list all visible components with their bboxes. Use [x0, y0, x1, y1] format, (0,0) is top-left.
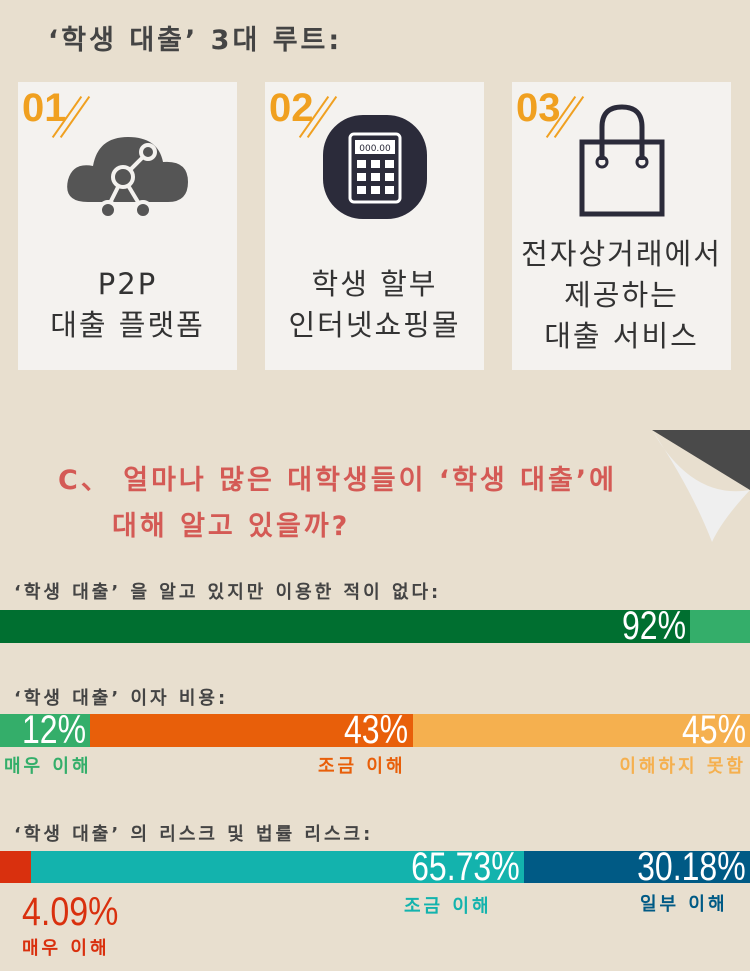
bar-segment: 43% [90, 708, 413, 752]
segment-caption: 조금 이해 [404, 896, 492, 917]
route-label-line: 학생 할부 [311, 267, 438, 301]
segment-caption: 조금 이해 [318, 756, 406, 777]
stat-bar-interest: 12% 43% 45% [0, 708, 750, 752]
calculator-icon: 000.00 [322, 115, 427, 219]
stat-bar-risk: 65.73% 30.18% [0, 845, 750, 889]
bar-segment [690, 610, 750, 643]
segment-value: 92% [621, 604, 686, 648]
stat-label: ‘학생 대출’ 을 알고 있지만 이용한 적이 없다: [14, 582, 442, 603]
stat-label: ‘학생 대출’ 이자 비용: [14, 688, 229, 709]
route-card-p2p: 01 P2P 대출 플랫폼 [18, 82, 237, 370]
bar-segment: 65.73% [30, 845, 524, 889]
route-card-installment: 02 000.00 학생 할부 인터넷쇼핑몰 [265, 82, 484, 370]
segment-value: 43% [344, 708, 409, 752]
segment-caption: 매우 이해 [4, 756, 92, 777]
route-card-ecommerce: 03 전자상거래에서 제공하는 대출 서비스 [512, 82, 731, 370]
cloud-network-icon [66, 137, 188, 220]
route-number: 03 [516, 86, 561, 130]
segment-value: 30.18% [637, 845, 746, 889]
route-label-line: 전자상거래에서 [521, 237, 722, 271]
page-curl-decoration [652, 430, 750, 542]
stat-bar-awareness: 92% [0, 604, 750, 648]
bar-segment: 12% [0, 708, 90, 752]
route-label-line: P2P [97, 267, 158, 301]
segment-value: 12% [21, 708, 86, 752]
segment-caption: 이해하지 못함 [619, 756, 746, 777]
question-text: 얼마나 많은 대학생들이 ‘학생 대출’에 [123, 465, 617, 496]
question-line-1: C、 얼마나 많은 대학생들이 ‘학생 대출’에 [58, 458, 617, 497]
route-label-line: 대출 서비스 [544, 319, 699, 353]
bar-segment: 30.18% [523, 845, 750, 889]
question-line-2: 대해 알고 있을까? [112, 511, 351, 542]
bar-segment: 92% [0, 604, 690, 648]
calculator-display: 000.00 [359, 144, 391, 154]
segment-caption: 매우 이해 [22, 938, 110, 959]
route-label-line: 제공하는 [564, 278, 679, 312]
stat-label: ‘학생 대출’ 의 리스크 및 법률 리스크: [14, 824, 374, 845]
bar-segment: 45% [412, 708, 750, 752]
page-title: ‘학생 대출’ 3대 루트: [48, 25, 343, 56]
section-marker: C、 [58, 465, 111, 496]
route-number: 02 [269, 86, 314, 130]
segment-caption: 일부 이해 [640, 894, 728, 915]
bar-segment [0, 851, 31, 883]
segment-value-outside: 4.09% [22, 890, 119, 934]
route-number: 01 [22, 86, 67, 130]
route-label-line: 인터넷쇼핑몰 [288, 308, 461, 342]
segment-value: 65.73% [411, 845, 520, 889]
segment-value: 45% [681, 708, 746, 752]
shopping-bag-icon [579, 104, 664, 217]
route-label-line: 대출 플랫폼 [50, 308, 205, 342]
